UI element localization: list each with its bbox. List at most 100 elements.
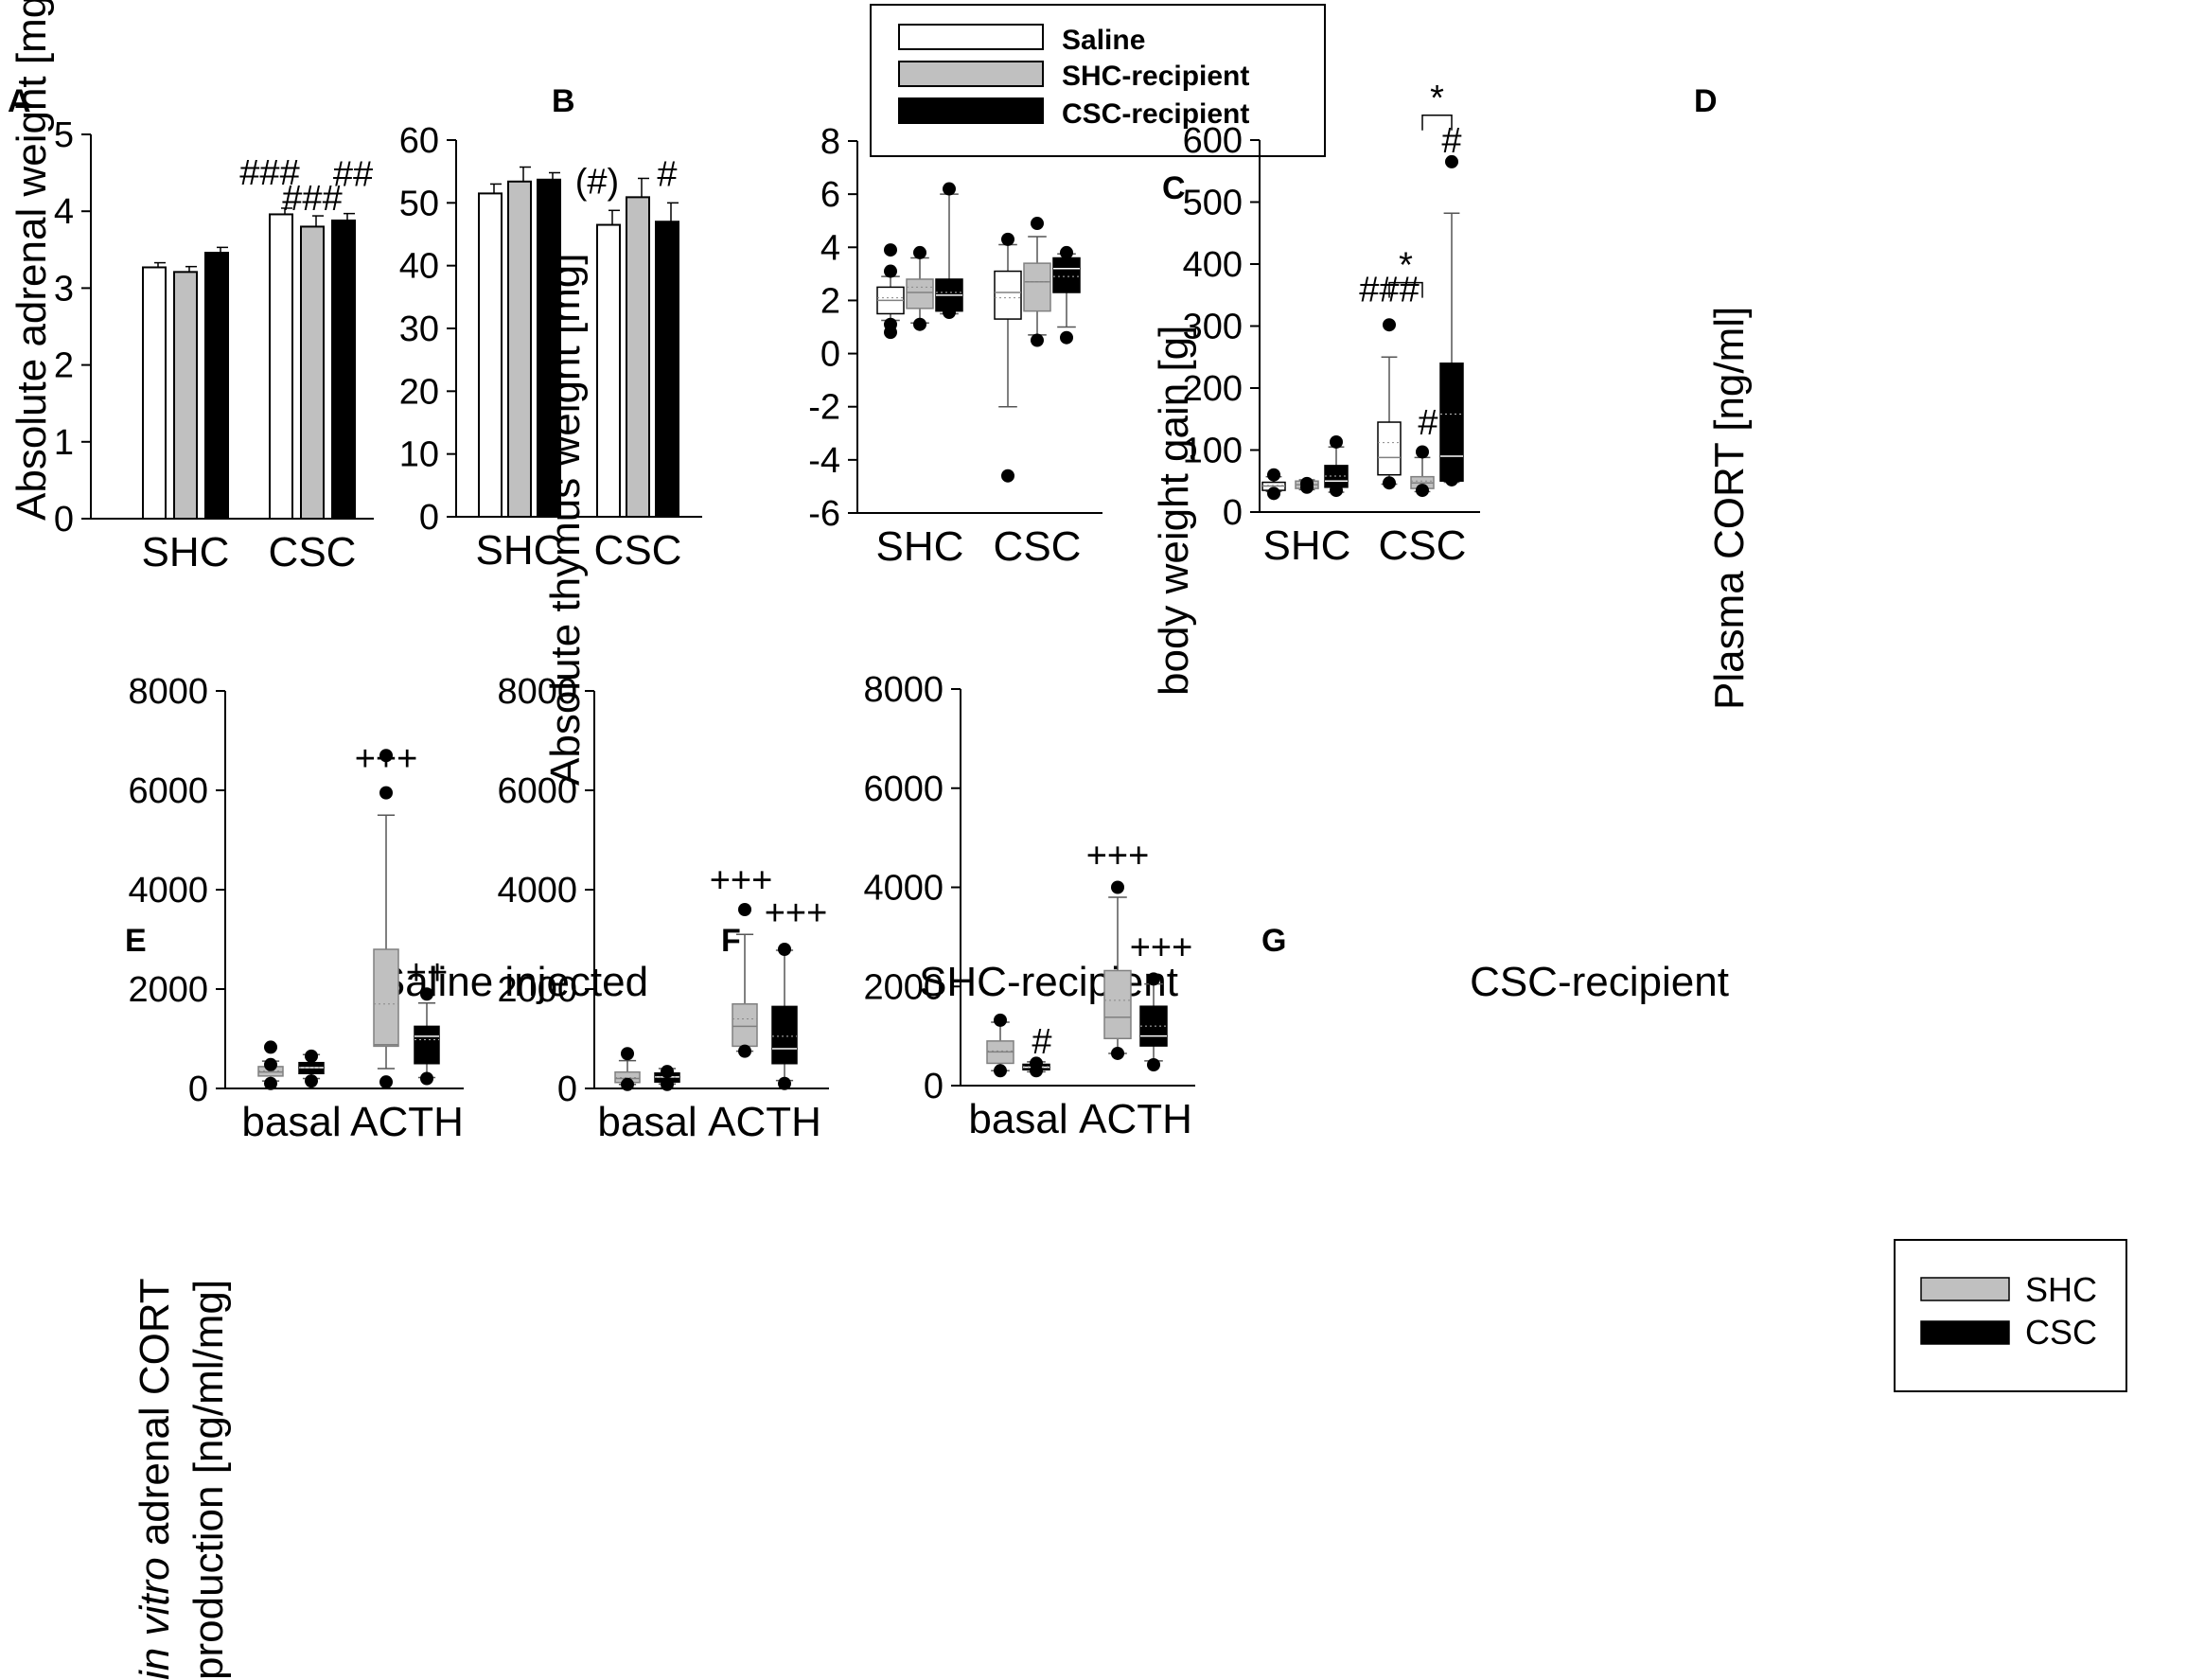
- outlier-point-d: [1445, 154, 1458, 168]
- y-tick-label-f: 2000: [497, 970, 577, 1010]
- outlier-point-c: [884, 243, 897, 257]
- significance-bracket-d: *: [1388, 246, 1423, 298]
- y-tick-label-a: 5: [54, 115, 74, 155]
- legend-label-shc-recipient: SHC-recipient: [1062, 61, 1249, 92]
- y-tick-label-e: 4000: [128, 871, 208, 911]
- box-d: [1377, 421, 1402, 476]
- y-tick-label-f: 0: [557, 1070, 577, 1109]
- legend-bottom: SHC CSC: [1894, 1239, 2127, 1392]
- y-tick-label-c: -4: [808, 441, 840, 481]
- ylabel-d: Plasma CORT [ng/ml]: [1706, 307, 1753, 710]
- ylabel-e-rest: adrenal CORT: [132, 1278, 178, 1557]
- bar-b: [655, 221, 679, 518]
- category-label-b: SHC: [476, 527, 564, 574]
- outlier-point-g: [994, 1064, 1007, 1078]
- outlier-point-f: [738, 1044, 751, 1058]
- category-label-a: SHC: [142, 529, 230, 575]
- legend-swatch-csc: [1920, 1320, 2010, 1345]
- box-c: [994, 270, 1022, 320]
- outlier-point-c: [884, 264, 897, 278]
- y-tick-label-e: 2000: [128, 970, 208, 1010]
- y-tick-label-e: 6000: [128, 771, 208, 811]
- panel-title-g: CSC-recipient: [1470, 959, 1729, 1005]
- outlier-point-e: [305, 1049, 318, 1063]
- outlier-point-e: [420, 987, 433, 1001]
- outlier-point-c: [1060, 330, 1073, 345]
- outlier-point-c: [1031, 217, 1044, 231]
- y-tick-label-g: 6000: [863, 769, 944, 809]
- panel-label-b: B: [552, 83, 575, 119]
- category-label-d: SHC: [1263, 522, 1351, 569]
- y-tick-label-g: 8000: [863, 670, 944, 710]
- y-tick-label-c: -2: [808, 388, 840, 428]
- y-tick-label-c: 4: [820, 228, 840, 268]
- bracket-line-d: [1421, 115, 1453, 131]
- outlier-point-g: [1111, 1046, 1124, 1060]
- outlier-point-c: [913, 245, 926, 259]
- bar-b: [537, 178, 561, 518]
- y-tick-label-e: 0: [188, 1070, 208, 1109]
- box-c: [906, 278, 934, 309]
- y-tick-label-c: 6: [820, 175, 840, 215]
- outlier-point-f: [661, 1065, 674, 1079]
- legend-swatch-shc-recipient: [898, 61, 1044, 87]
- legend-bottom-frame: [1894, 1239, 2127, 1392]
- significance-label-g: #: [1032, 1022, 1051, 1062]
- y-tick-label-c: 8: [820, 122, 840, 162]
- y-tick-label-a: 4: [54, 192, 74, 232]
- box-c: [1052, 256, 1081, 293]
- category-label-g: basal: [968, 1096, 1067, 1142]
- category-label-g: ACTH: [1079, 1096, 1192, 1142]
- outlier-point-d: [1267, 486, 1280, 501]
- outlier-point-e: [264, 1057, 277, 1071]
- y-tick-label-d: 200: [1183, 369, 1243, 409]
- panel-label-a: A: [8, 83, 31, 119]
- y-tick-label-d: 100: [1183, 432, 1243, 471]
- outlier-point-d: [1330, 434, 1343, 449]
- category-label-b: CSC: [594, 527, 682, 574]
- y-tick-label-d: 300: [1183, 308, 1243, 347]
- y-tick-label-g: 2000: [863, 967, 944, 1007]
- category-label-c: CSC: [994, 523, 1082, 570]
- outlier-point-f: [661, 1077, 674, 1091]
- y-tick-label-b: 30: [399, 309, 439, 349]
- category-label-c: SHC: [876, 523, 964, 570]
- panel-c: -6 -4 -2 0 2 4 6 8 SHC CSC: [808, 122, 1102, 570]
- panel-label-d: D: [1694, 83, 1718, 119]
- y-tick-label-e: 8000: [128, 672, 208, 712]
- outlier-point-g: [1147, 972, 1160, 986]
- outlier-point-d: [1300, 476, 1314, 490]
- significance-label-f: +++: [710, 861, 773, 901]
- ylabel-e-line1: in vitro adrenal CORT: [132, 1278, 178, 1680]
- box-d: [1439, 363, 1464, 482]
- bar-a: [300, 225, 325, 520]
- significance-label-d: #: [1418, 403, 1437, 443]
- panel-label-g: G: [1261, 923, 1286, 959]
- outlier-point-c: [1060, 245, 1073, 259]
- outlier-point-g: [994, 1013, 1007, 1027]
- outlier-point-c: [884, 317, 897, 331]
- outlier-point-f: [778, 943, 791, 956]
- y-tick-label-g: 4000: [863, 869, 944, 909]
- bracket-label-d: *: [1430, 79, 1444, 118]
- legend-top: Saline SHC-recipient CSC-recipient: [870, 4, 1326, 157]
- y-tick-label-b: 50: [399, 184, 439, 223]
- box-c: [1023, 262, 1051, 312]
- outlier-point-e: [379, 786, 393, 800]
- bar-b: [507, 180, 532, 518]
- significance-label-a: ##: [333, 155, 373, 195]
- outlier-point-e: [420, 1071, 433, 1086]
- outlier-point-d: [1383, 476, 1396, 490]
- outlier-point-f: [738, 903, 751, 916]
- legend-label-csc: CSC: [2025, 1313, 2097, 1352]
- y-tick-label-b: 0: [419, 498, 439, 538]
- y-tick-label-a: 0: [54, 500, 74, 539]
- significance-bracket-d: *: [1421, 79, 1453, 131]
- y-tick-label-f: 8000: [497, 672, 577, 712]
- outlier-point-g: [1030, 1056, 1043, 1070]
- y-tick-label-d: 400: [1183, 245, 1243, 285]
